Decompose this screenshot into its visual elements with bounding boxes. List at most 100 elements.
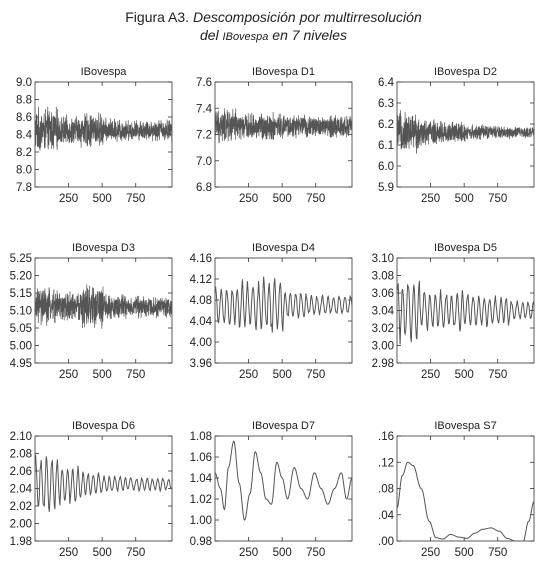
series-line — [396, 110, 535, 154]
y-tick-label: 1.08 — [190, 431, 212, 443]
x-tick-label: 250 — [59, 193, 78, 205]
plot-frame — [396, 435, 535, 542]
y-tick-label: 8.8 — [16, 95, 32, 107]
chart-panel-4: IBovespa D3 4.95 5.00 5.05 5.10 5.15 5.20 5.25 2… — [10, 242, 173, 381]
x-tick-label: 500 — [273, 547, 292, 559]
x-tick-label: 250 — [421, 547, 440, 559]
y-tick-label: 4.95 — [10, 358, 32, 370]
chart-panel-5: IBovespa D4 3.96 4.00 4.04 4.08 4.12 4.16 250 50… — [190, 242, 353, 381]
chart-panel-3: IBovespa D2 5.9 6.0 6.1 6.2 6.3 6.4 250 500 750 — [378, 66, 535, 205]
chart-title: IBovespa D2 — [434, 66, 497, 78]
figure-title-line2: del IBovespa en 7 niveles — [0, 26, 547, 46]
figure-title-line1: Figura A3. Descomposición por multirreso… — [0, 8, 547, 26]
series-line — [34, 454, 173, 512]
figure-title-line2-name: IBovespa — [222, 31, 269, 43]
y-tick-label: 5.20 — [10, 271, 32, 283]
chart-title: IBovespa D1 — [252, 66, 315, 78]
x-tick-label: 250 — [421, 369, 440, 381]
x-tick-label: 750 — [126, 193, 145, 205]
chart-panel-2: IBovespa D1 6.8 7.0 7.2 7.4 7.6 250 500 750 — [196, 66, 353, 205]
x-tick-label: 750 — [306, 369, 325, 381]
y-tick-label: 7.2 — [196, 130, 212, 142]
x-tick-label: 750 — [126, 369, 145, 381]
y-tick-label: 0.98 — [190, 536, 212, 548]
y-tick-label: 2.00 — [10, 519, 32, 531]
x-tick-label: 250 — [239, 369, 258, 381]
chart-panel-1: IBovespa 7.8 8.0 8.2 8.4 8.6 8.8 9.0 250 500 750 — [16, 66, 173, 205]
y-tick-label: 3.10 — [372, 253, 394, 265]
series-line — [396, 280, 535, 345]
y-tick-label: 5.9 — [378, 182, 394, 194]
y-tick-label: 8.2 — [16, 147, 32, 159]
y-tick-label: 6.4 — [378, 77, 395, 89]
chart-panel-9: IBovespa S7 .00 .04 .08 .12 .16 250 500 750 — [378, 420, 535, 559]
y-tick-label: .16 — [378, 431, 394, 443]
figure-title: Figura A3. Descomposición por multirreso… — [0, 8, 547, 46]
y-tick-label: 2.08 — [10, 449, 32, 461]
chart-title: IBovespa D4 — [252, 242, 315, 254]
y-tick-label: 1.04 — [190, 473, 213, 485]
series-line — [214, 108, 353, 144]
y-tick-label: 6.2 — [378, 119, 394, 131]
chart-panel-8: IBovespa D7 0.98 1.00 1.02 1.04 1.06 1.08 250 50… — [190, 420, 353, 559]
y-tick-label: 3.00 — [372, 341, 394, 353]
x-tick-label: 250 — [59, 369, 78, 381]
y-tick-label: 8.4 — [16, 130, 33, 142]
y-tick-label: 4.00 — [190, 337, 212, 349]
y-tick-label: 3.04 — [372, 306, 395, 318]
x-tick-label: 500 — [93, 193, 112, 205]
y-tick-label: .04 — [378, 510, 395, 522]
y-tick-label: 8.0 — [16, 165, 32, 177]
y-tick-label: 3.08 — [372, 271, 394, 283]
y-tick-label: 5.05 — [10, 323, 32, 335]
figure-title-line2-pre: del — [199, 27, 223, 43]
x-tick-label: 500 — [93, 369, 112, 381]
x-tick-label: 250 — [239, 193, 258, 205]
y-tick-label: 5.15 — [10, 288, 32, 300]
figure-title-line2-post: en 7 niveles — [268, 27, 348, 43]
plot-frame — [214, 257, 353, 364]
x-tick-label: 250 — [239, 547, 258, 559]
chart-title: IBovespa D7 — [252, 420, 315, 432]
y-tick-label: 3.06 — [372, 288, 394, 300]
series-line — [34, 284, 173, 329]
y-tick-label: 6.8 — [196, 182, 212, 194]
x-tick-label: 500 — [455, 547, 474, 559]
chart-title: IBovespa D5 — [434, 242, 497, 254]
y-tick-label: 5.10 — [10, 306, 32, 318]
series-line — [214, 440, 353, 521]
series-line — [214, 276, 353, 333]
figure-label: Figura A3. — [125, 9, 190, 25]
series-line — [396, 461, 535, 542]
figure-title-text: Descomposición por multirresolución — [192, 9, 422, 25]
y-tick-label: 1.98 — [10, 536, 32, 548]
chart-title: IBovespa S7 — [434, 420, 496, 432]
y-tick-label: 4.16 — [190, 253, 212, 265]
x-tick-label: 750 — [488, 547, 507, 559]
x-tick-label: 500 — [273, 193, 292, 205]
y-tick-label: 1.00 — [190, 515, 212, 527]
y-tick-label: 5.00 — [10, 341, 32, 353]
y-tick-label: 4.08 — [190, 295, 212, 307]
y-tick-label: 7.8 — [16, 182, 32, 194]
chart-panel-6: IBovespa D5 2.98 3.00 3.02 3.04 3.06 3.08 3.10 2… — [372, 242, 535, 381]
series-line — [34, 106, 173, 151]
y-tick-label: .00 — [378, 536, 394, 548]
y-tick-label: 1.06 — [190, 452, 212, 464]
x-tick-label: 500 — [273, 369, 292, 381]
y-tick-label: 2.06 — [10, 466, 32, 478]
y-tick-label: 6.3 — [378, 98, 394, 110]
x-tick-label: 750 — [306, 193, 325, 205]
x-tick-label: 250 — [421, 193, 440, 205]
y-tick-label: 1.02 — [190, 494, 212, 506]
y-tick-label: 6.0 — [378, 161, 394, 173]
y-tick-label: .12 — [378, 457, 394, 469]
x-tick-label: 750 — [126, 547, 145, 559]
y-tick-label: 7.4 — [196, 103, 213, 115]
x-tick-label: 750 — [488, 369, 507, 381]
y-tick-label: 6.1 — [378, 140, 394, 152]
y-tick-label: 9.0 — [16, 77, 32, 89]
y-tick-label: 3.02 — [372, 323, 394, 335]
y-tick-label: 2.02 — [10, 501, 32, 513]
